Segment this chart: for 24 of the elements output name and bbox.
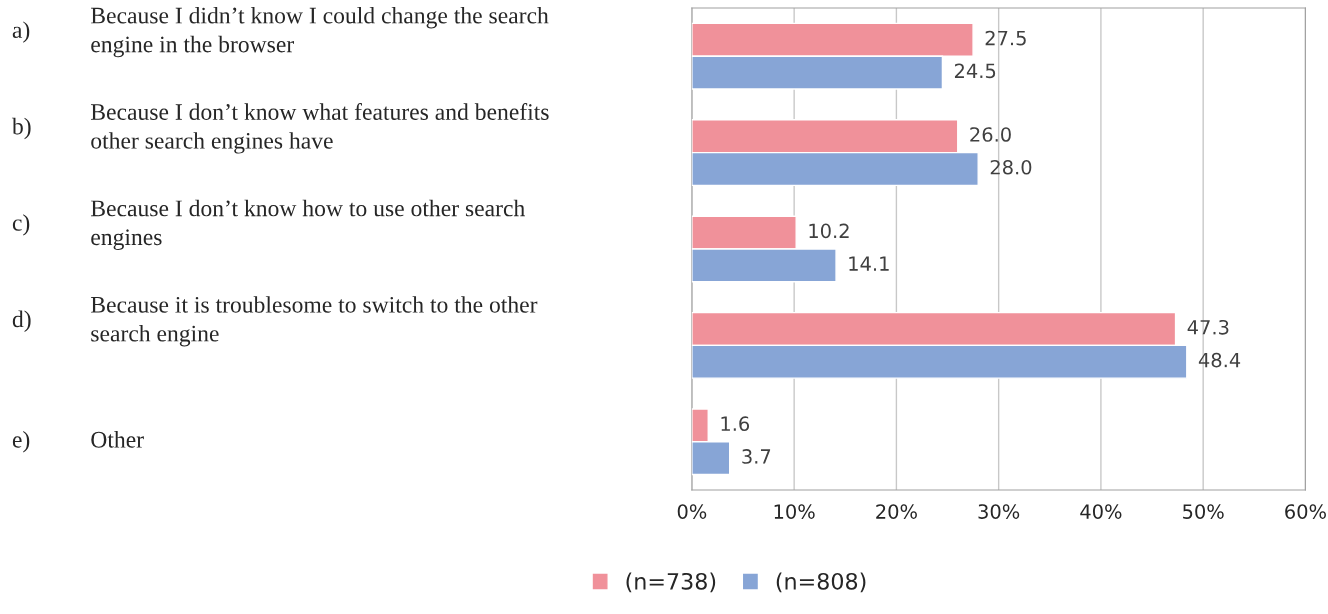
- x-tick-label: 60%: [1285, 504, 1326, 519]
- category-label: a) Because I didn’t know I could change the search engine in the browser: [12, 6, 549, 58]
- data-label: 10.2: [809, 223, 849, 239]
- x-tick-label: 20%: [876, 504, 917, 519]
- legend-label: (n=738): [626, 572, 716, 593]
- data-label: 47.3: [1187, 319, 1229, 335]
- x-tick-label: 40%: [1080, 504, 1122, 519]
- x-tick-label: 10%: [774, 504, 815, 519]
- data-label: 24.5: [954, 63, 996, 79]
- data-label: 48.4: [1198, 352, 1241, 368]
- category-label: b) Because I don’t know what features and benefits other search engines have: [11, 103, 549, 154]
- category-label: d) Because it is troublesome to switch to the other search engine: [12, 296, 538, 347]
- data-label: 26.0: [970, 127, 1011, 142]
- data-label: 1.6: [721, 416, 750, 432]
- x-tick-label: 30%: [978, 504, 1020, 519]
- legend-label: (n=808): [776, 572, 866, 593]
- data-label: 28.0: [990, 159, 1032, 175]
- x-tick-label: 50%: [1183, 504, 1224, 519]
- data-label: 14.1: [849, 256, 889, 271]
- category-label: e) Other: [12, 431, 144, 453]
- data-label: 27.5: [985, 30, 1026, 46]
- data-label: 3.7: [742, 449, 771, 464]
- category-label: c) Because I don’t know how to use other search engines: [12, 199, 525, 251]
- x-tick-label: 0%: [677, 504, 707, 519]
